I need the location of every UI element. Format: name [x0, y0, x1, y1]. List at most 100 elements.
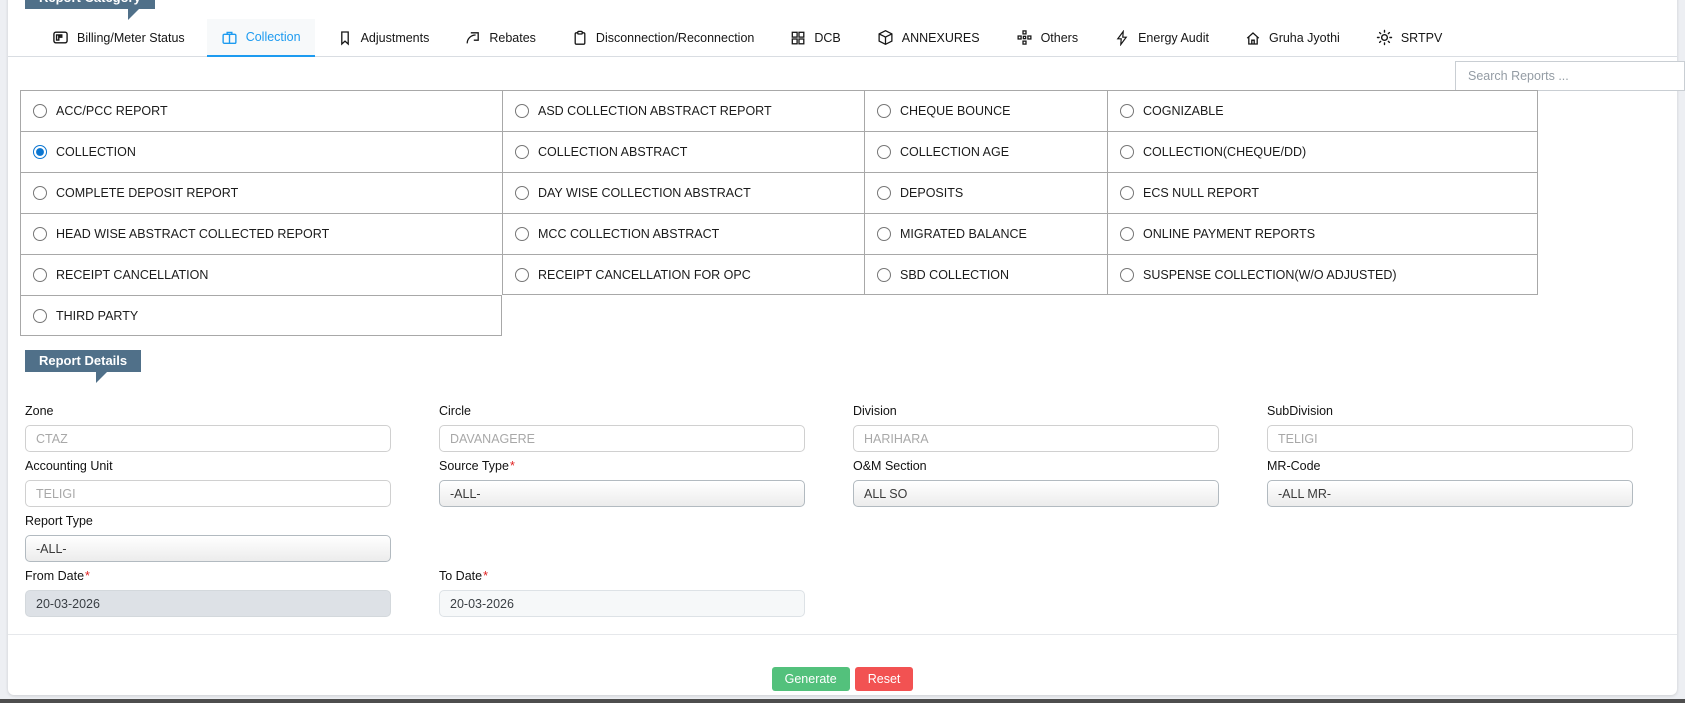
report-radio[interactable] — [515, 145, 529, 159]
report-radio[interactable] — [33, 104, 47, 118]
report-radio[interactable] — [33, 268, 47, 282]
report-radio[interactable] — [33, 227, 47, 241]
tab-others[interactable]: Others — [1002, 19, 1093, 56]
report-radio[interactable] — [1120, 104, 1134, 118]
report-type-field: Report Type -ALL- — [25, 512, 391, 562]
tab-gruha-jyothi[interactable]: Gruha Jyothi — [1231, 19, 1354, 56]
report-type-select[interactable]: -ALL- — [25, 535, 391, 562]
bottom-edge-bar — [0, 699, 1685, 703]
report-option[interactable]: ACC/PCC REPORT — [20, 90, 502, 131]
report-option[interactable]: HEAD WISE ABSTRACT COLLECTED REPORT — [20, 213, 502, 254]
tab-disconnection-reconnection[interactable]: Disconnection/Reconnection — [558, 19, 768, 56]
tab-rebates[interactable]: Rebates — [451, 19, 550, 56]
report-radio[interactable] — [877, 145, 891, 159]
report-radio[interactable] — [33, 186, 47, 200]
report-option[interactable]: COMPLETE DEPOSIT REPORT — [20, 172, 502, 213]
report-category-badge: Report Category — [25, 0, 155, 9]
report-radio[interactable] — [1120, 186, 1134, 200]
division-input — [853, 425, 1219, 452]
report-option[interactable]: DEPOSITS — [864, 172, 1107, 213]
report-option-label: SBD COLLECTION — [900, 267, 1010, 282]
zone-field: Zone — [25, 402, 391, 452]
report-option-label: HEAD WISE ABSTRACT COLLECTED REPORT — [56, 227, 330, 241]
search-reports-input[interactable] — [1455, 61, 1685, 91]
report-radio[interactable] — [515, 267, 529, 282]
report-radio[interactable] — [515, 186, 529, 200]
badge-tail — [128, 9, 139, 20]
report-option[interactable]: COLLECTION(CHEQUE/DD) — [1107, 131, 1538, 172]
accounting-unit-label: Accounting Unit — [25, 459, 113, 473]
from-date-field: From Date* — [25, 567, 391, 617]
report-radio[interactable] — [515, 227, 529, 241]
report-radio[interactable] — [33, 308, 47, 323]
tab-label: SRTPV — [1400, 30, 1443, 45]
tab-annexures[interactable]: ANNEXURES — [863, 19, 994, 56]
badge-tail — [96, 372, 107, 383]
report-option-selected[interactable]: COLLECTION — [20, 131, 502, 172]
report-option[interactable]: ECS NULL REPORT — [1107, 172, 1538, 213]
tab-collection[interactable]: Collection — [206, 19, 315, 57]
report-radio[interactable] — [1120, 145, 1134, 159]
generate-button[interactable]: Generate — [771, 667, 850, 691]
subdivision-input — [1267, 425, 1633, 452]
mr-code-select[interactable]: -ALL MR- — [1267, 480, 1633, 507]
report-radio[interactable] — [33, 145, 47, 159]
tab-dcb[interactable]: DCB — [776, 19, 854, 56]
source-type-select[interactable]: -ALL- — [439, 480, 805, 507]
subdivision-field: SubDivision — [1267, 402, 1633, 452]
report-option[interactable]: RECEIPT CANCELLATION FOR OPC — [502, 254, 864, 295]
report-option[interactable]: COGNIZABLE — [1107, 90, 1538, 131]
report-option-label: DEPOSITS — [900, 186, 964, 200]
footer-divider — [8, 634, 1677, 635]
from-date-input[interactable] — [25, 590, 391, 617]
om-section-select[interactable]: ALL SO — [853, 480, 1219, 507]
report-radio[interactable] — [1120, 267, 1134, 282]
report-option[interactable]: SBD COLLECTION — [864, 254, 1107, 295]
required-asterisk: * — [509, 459, 515, 473]
circle-input — [439, 425, 805, 452]
report-option[interactable]: ONLINE PAYMENT REPORTS — [1107, 213, 1538, 254]
report-radio[interactable] — [515, 104, 529, 118]
report-option-label: COLLECTION — [56, 145, 136, 159]
report-option-label: ECS NULL REPORT — [1143, 186, 1260, 200]
report-radio[interactable] — [877, 104, 891, 118]
division-field: Division — [853, 402, 1219, 452]
from-date-label: From Date* — [25, 569, 90, 583]
bookmark-icon — [340, 30, 349, 45]
report-details-form: Zone Circle Division SubDivision Account… — [25, 402, 1633, 622]
report-option-label: MCC COLLECTION ABSTRACT — [538, 227, 720, 241]
report-option-label: RECEIPT CANCELLATION — [56, 268, 209, 282]
report-option[interactable]: MIGRATED BALANCE — [864, 213, 1107, 254]
report-radio[interactable] — [877, 267, 891, 282]
report-option[interactable]: CHEQUE BOUNCE — [864, 90, 1107, 131]
report-option[interactable]: MCC COLLECTION ABSTRACT — [502, 213, 864, 254]
zone-input — [25, 425, 391, 452]
bolt-icon — [1116, 29, 1128, 46]
tab-label: Energy Audit — [1138, 30, 1209, 45]
report-option[interactable]: COLLECTION ABSTRACT — [502, 131, 864, 172]
report-option[interactable]: ASD COLLECTION ABSTRACT REPORT — [502, 90, 864, 131]
report-radio[interactable] — [877, 227, 891, 241]
tab-label: Disconnection/Reconnection — [595, 30, 755, 45]
report-radio[interactable] — [1120, 227, 1134, 241]
division-label: Division — [853, 404, 897, 418]
report-option[interactable]: COLLECTION AGE — [864, 131, 1107, 172]
source-type-field: Source Type* -ALL- — [439, 457, 805, 507]
tab-label: DCB — [814, 30, 841, 45]
report-details-badge: Report Details — [25, 350, 142, 372]
tab-billing-meter-status[interactable]: Billing/Meter Status — [38, 19, 199, 56]
tab-energy-audit[interactable]: Energy Audit — [1100, 19, 1223, 56]
to-date-input[interactable] — [439, 590, 805, 617]
tab-srtpv[interactable]: SRTPV — [1362, 19, 1456, 56]
report-radio[interactable] — [877, 186, 891, 200]
report-option[interactable]: DAY WISE COLLECTION ABSTRACT — [502, 172, 864, 213]
report-option[interactable]: THIRD PARTY — [20, 295, 502, 336]
tab-label: Others — [1040, 30, 1079, 45]
report-category-tabbar: Billing/Meter Status Collection Adjustme… — [8, 19, 1677, 57]
report-option[interactable]: SUSPENSE COLLECTION(W/O ADJUSTED) — [1107, 254, 1538, 295]
circle-label: Circle — [439, 404, 471, 418]
tab-adjustments[interactable]: Adjustments — [323, 19, 444, 56]
reset-button[interactable]: Reset — [854, 667, 914, 691]
report-type-label: Report Type — [25, 514, 93, 528]
report-option[interactable]: RECEIPT CANCELLATION — [20, 254, 502, 295]
